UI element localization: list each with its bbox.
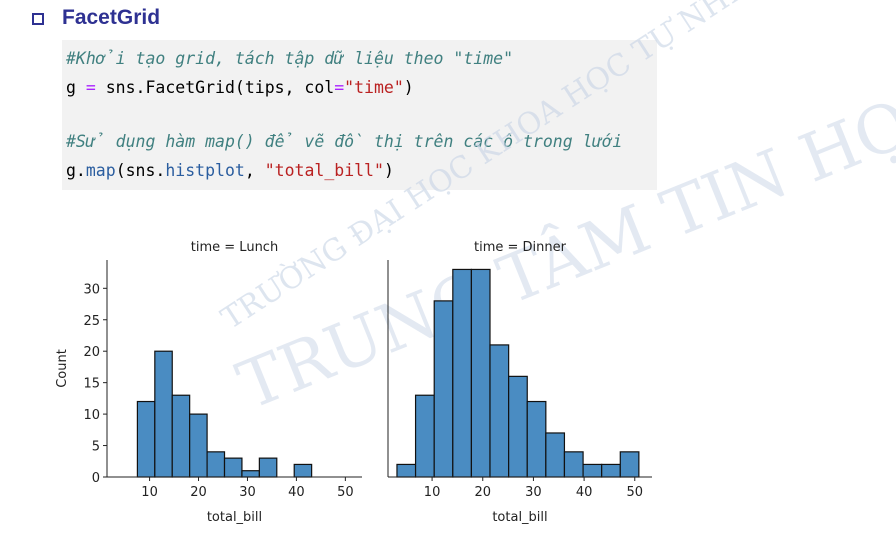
bar (545, 432, 566, 478)
bar (206, 451, 226, 478)
code-token: , (244, 161, 265, 180)
bar (619, 451, 640, 478)
bar (293, 463, 313, 478)
y-tick-label: 5 (92, 440, 100, 455)
code-token: g. (66, 161, 86, 180)
code-token: #Khởi tạo grid, tách tập dữ liệu theo "t… (66, 49, 514, 68)
x-tick-label: 40 (288, 485, 305, 500)
bar (601, 463, 621, 478)
code-line: #Khởi tạo grid, tách tập dữ liệu theo "t… (66, 44, 657, 73)
code-block: #Khởi tạo grid, tách tập dữ liệu theo "t… (62, 40, 657, 190)
x-tick-label: 30 (239, 485, 256, 500)
code-token: sns.FacetGrid(tips, col (95, 78, 335, 97)
bar (414, 394, 435, 478)
y-tick-label: 20 (83, 345, 100, 360)
bar (154, 350, 173, 478)
panel-title: time = Lunch (191, 240, 278, 255)
code-token: (sns. (115, 161, 166, 180)
bar (171, 394, 191, 478)
bar (582, 463, 603, 478)
x-axis-label: total_bill (207, 510, 262, 525)
x-tick-label: 40 (576, 485, 593, 500)
y-tick-label: 0 (92, 471, 100, 486)
y-tick-label: 10 (83, 408, 100, 423)
code-token: "total_bill" (264, 161, 384, 180)
bullet (32, 13, 44, 25)
x-tick-label: 20 (190, 485, 207, 500)
y-tick-label: 15 (83, 377, 100, 392)
code-token: "time" (344, 78, 404, 97)
bar (189, 413, 208, 478)
x-tick-label: 30 (525, 485, 542, 500)
bar (258, 457, 278, 478)
bar (470, 268, 491, 478)
code-line: g.map(sns.histplot, "total_bill") (66, 156, 657, 185)
x-axis-label: total_bill (492, 510, 547, 525)
code-token: = (334, 78, 345, 97)
bar (452, 268, 473, 478)
code-token: #Sử dụng hàm map() để vẽ đồ thị trên các… (66, 132, 623, 151)
code-token: ) (403, 78, 414, 97)
code-token: ) (383, 161, 394, 180)
x-tick-label: 10 (141, 485, 158, 500)
bar (563, 451, 584, 478)
y-tick-label: 30 (83, 282, 100, 297)
x-tick-label: 20 (474, 485, 491, 500)
code-token: map (85, 161, 116, 180)
code-token: g (66, 78, 86, 97)
bar (396, 463, 417, 478)
code-line: g = sns.FacetGrid(tips, col="time") (66, 73, 657, 102)
bar (489, 344, 510, 478)
y-axis-label: Count (55, 349, 70, 388)
code-line: #Sử dụng hàm map() để vẽ đồ thị trên các… (66, 127, 657, 156)
bar (508, 375, 528, 478)
x-tick-label: 50 (337, 485, 354, 500)
heading: FacetGrid (62, 6, 161, 29)
code-token: = (85, 78, 96, 97)
bar (136, 400, 156, 478)
panel-title: time = Dinner (474, 240, 567, 255)
code-token: histplot (165, 161, 245, 180)
x-tick-label: 10 (424, 485, 441, 500)
y-tick-label: 25 (83, 314, 100, 329)
bar (241, 470, 260, 478)
bar (223, 457, 243, 478)
bar (526, 400, 547, 478)
x-tick-label: 50 (626, 485, 643, 500)
bar (433, 300, 454, 478)
